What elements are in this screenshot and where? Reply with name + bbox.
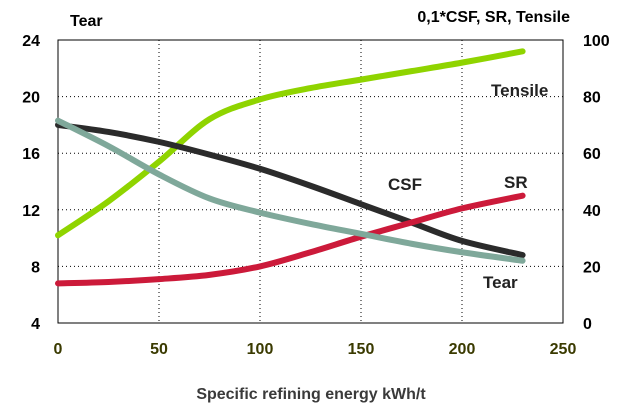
x-tick-label: 200 (449, 341, 476, 358)
grid (58, 40, 563, 323)
series-label-tear: Tear (483, 273, 518, 292)
right-tick-label: 100 (583, 33, 610, 50)
x-axis-ticks: 0 50 100 150 200 250 (54, 341, 577, 358)
series-line-csf (55, 121, 526, 259)
x-tick-label: 0 (54, 341, 63, 358)
left-axis-ticks: 4 8 12 16 20 24 (22, 33, 40, 333)
left-tick-label: 12 (22, 203, 40, 220)
plot-frame (57, 39, 564, 324)
series-label-sr: SR (504, 173, 528, 192)
series-line-sr (55, 192, 526, 287)
series-line-tensile (55, 48, 526, 239)
left-axis-title: Tear (70, 13, 103, 30)
right-tick-label: 80 (583, 90, 601, 107)
series-layer (55, 48, 526, 287)
left-tick-label: 16 (22, 146, 40, 163)
x-axis-label: Specific refining energy kWh/t (196, 386, 426, 403)
x-tick-label: 50 (150, 341, 168, 358)
series-line-tear (55, 117, 526, 264)
left-tick-label: 20 (22, 90, 40, 107)
x-tick-label: 100 (247, 341, 274, 358)
right-tick-label: 20 (583, 259, 601, 276)
right-axis-ticks: 0 20 40 60 80 100 (583, 33, 610, 333)
right-axis-title: 0,1*CSF, SR, Tensile (417, 9, 570, 26)
series-label-tensile: Tensile (491, 81, 548, 100)
x-tick-label: 150 (348, 341, 375, 358)
right-tick-label: 40 (583, 203, 601, 220)
right-tick-label: 60 (583, 146, 601, 163)
left-tick-label: 8 (31, 259, 40, 276)
left-tick-label: 24 (22, 33, 40, 50)
series-label-csf: CSF (388, 175, 422, 194)
right-tick-label: 0 (583, 316, 592, 333)
left-tick-label: 4 (31, 316, 40, 333)
x-tick-label: 250 (550, 341, 577, 358)
